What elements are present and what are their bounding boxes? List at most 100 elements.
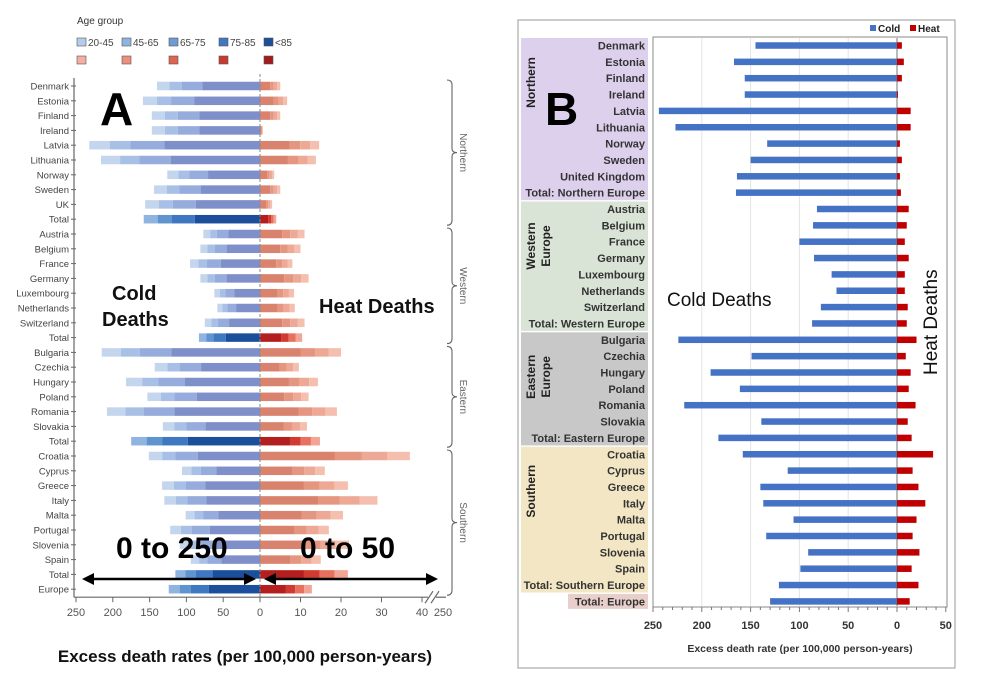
bar-row-croatia bbox=[148, 451, 410, 461]
cold-bar-segment bbox=[148, 451, 163, 461]
category-label: Switzerland bbox=[20, 318, 69, 329]
panel-b-axis: 250 200 150 100 50 0 50 bbox=[644, 607, 952, 632]
cold-bar-segment bbox=[158, 377, 185, 387]
cold-bar-segment bbox=[207, 555, 222, 564]
category-label: Bulgaria bbox=[601, 335, 646, 347]
cold-bar bbox=[735, 189, 897, 196]
bar-row-france bbox=[190, 259, 293, 268]
cold-bar bbox=[816, 205, 897, 213]
cold-bar-segment bbox=[143, 214, 158, 224]
group-background-2 bbox=[521, 332, 648, 446]
heat-bar-segment bbox=[261, 126, 262, 135]
cold-bar-segment bbox=[184, 377, 260, 387]
heat-bar-segment bbox=[283, 303, 290, 313]
cold-bar-segment bbox=[167, 362, 181, 372]
panel-b-bars: Denmark Estonia Finland Ireland Latvia Lithua… bbox=[524, 41, 934, 608]
bar-row-finland bbox=[151, 111, 281, 120]
category-label: Slovenia bbox=[33, 540, 70, 551]
group-label: Europe bbox=[539, 225, 553, 267]
heat-bar bbox=[897, 336, 917, 344]
bar-row-netherlands bbox=[217, 303, 295, 313]
cold-bar-segment bbox=[205, 481, 260, 490]
cold-bar-segment bbox=[191, 466, 201, 476]
heat-bar-segment bbox=[325, 407, 337, 416]
heat-bar-segment bbox=[260, 466, 293, 476]
cold-bar-segment bbox=[154, 185, 167, 194]
legend-age-label-3: 75-85 bbox=[230, 38, 256, 49]
heat-bar bbox=[897, 320, 907, 327]
group-label: Eastern bbox=[457, 380, 468, 414]
cold-bar bbox=[744, 74, 897, 82]
heat-bar-segment bbox=[287, 259, 293, 268]
heat-bar-segment bbox=[260, 126, 262, 135]
cold-bar-segment bbox=[178, 170, 190, 180]
cold-bar-segment bbox=[174, 407, 260, 416]
panel-a-axis: 250 200 150 100 50 0 10 20 30 40 250 Northern Wester… bbox=[67, 74, 468, 619]
x-tick-label: 30 bbox=[375, 607, 387, 619]
heat-bar-segment bbox=[301, 510, 317, 520]
category-label: Czechia bbox=[603, 351, 645, 363]
category-label: Czechia bbox=[35, 363, 70, 374]
cold-bar-segment bbox=[214, 288, 220, 298]
cold-bar-segment bbox=[139, 155, 171, 165]
heat-bar-segment bbox=[318, 525, 329, 535]
bar-row-denmark bbox=[156, 81, 281, 91]
heat-bar-segment bbox=[334, 451, 362, 461]
heat-bar bbox=[897, 173, 900, 180]
cold-bar bbox=[778, 581, 897, 589]
legend-heat-swatch-1 bbox=[121, 55, 132, 65]
category-label: Greece bbox=[38, 481, 69, 492]
group-label: Southern bbox=[524, 465, 538, 518]
cold-bar-segment bbox=[198, 259, 207, 268]
heat-bar-segment bbox=[270, 200, 273, 209]
cold-bar-segment bbox=[200, 244, 208, 254]
cold-bar-segment bbox=[205, 422, 260, 431]
heat-bar-segment bbox=[267, 170, 270, 180]
cold-bar-segment bbox=[151, 126, 165, 135]
heat-bar-segment bbox=[273, 185, 278, 194]
heat-bar-segment bbox=[294, 244, 301, 254]
bar-row-total bbox=[131, 436, 320, 446]
x-tick-label: 40 bbox=[416, 607, 428, 619]
cold-bar-segment bbox=[142, 96, 158, 106]
heat-bar-segment bbox=[278, 96, 284, 106]
cold-bar-segment bbox=[225, 333, 260, 342]
category-label: Croatia bbox=[38, 452, 69, 463]
bar-row-spain bbox=[190, 555, 321, 564]
legend-heat-label: Heat bbox=[918, 24, 940, 35]
cold-bar bbox=[813, 222, 897, 229]
heat-bar-segment bbox=[288, 377, 300, 387]
cold-bar-segment bbox=[200, 274, 208, 283]
cold-bar-segment bbox=[156, 81, 170, 91]
heat-bar-segment bbox=[295, 584, 305, 594]
heat-bar-segment bbox=[361, 451, 388, 461]
cold-bar-segment bbox=[173, 481, 186, 490]
bar-row-malta bbox=[185, 510, 344, 520]
cold-bar-segment bbox=[130, 140, 165, 150]
heat-bar bbox=[897, 418, 908, 425]
heat-bar-segment bbox=[284, 274, 294, 283]
heat-bar-segment bbox=[260, 244, 281, 254]
heat-bar-segment bbox=[260, 229, 283, 239]
cold-bar-segment bbox=[208, 584, 260, 594]
bar-row-uk bbox=[145, 200, 273, 209]
heat-bar-segment bbox=[268, 214, 272, 224]
bar-row-czechia bbox=[154, 362, 299, 372]
cold-bar-segment bbox=[177, 126, 200, 135]
category-label: Norway bbox=[37, 170, 69, 181]
x-tick-label: 0 bbox=[257, 607, 263, 619]
bar-row-total bbox=[198, 333, 303, 342]
cold-bar-segment bbox=[180, 525, 192, 535]
heat-bar-segment bbox=[292, 466, 305, 476]
cold-bar-segment bbox=[126, 377, 143, 387]
heat-bar-segment bbox=[319, 570, 335, 579]
cold-bar-segment bbox=[174, 392, 197, 402]
category-label: Lithuania bbox=[30, 156, 69, 167]
category-label: Cyprus bbox=[39, 466, 69, 477]
x-tick-label: 250 bbox=[644, 620, 662, 632]
bar-row-cyprus bbox=[181, 466, 325, 476]
heat-bar-segment bbox=[300, 140, 311, 150]
cold-bar-segment bbox=[190, 259, 199, 268]
category-label: Sweden bbox=[35, 185, 69, 196]
cold-bar bbox=[767, 140, 897, 147]
